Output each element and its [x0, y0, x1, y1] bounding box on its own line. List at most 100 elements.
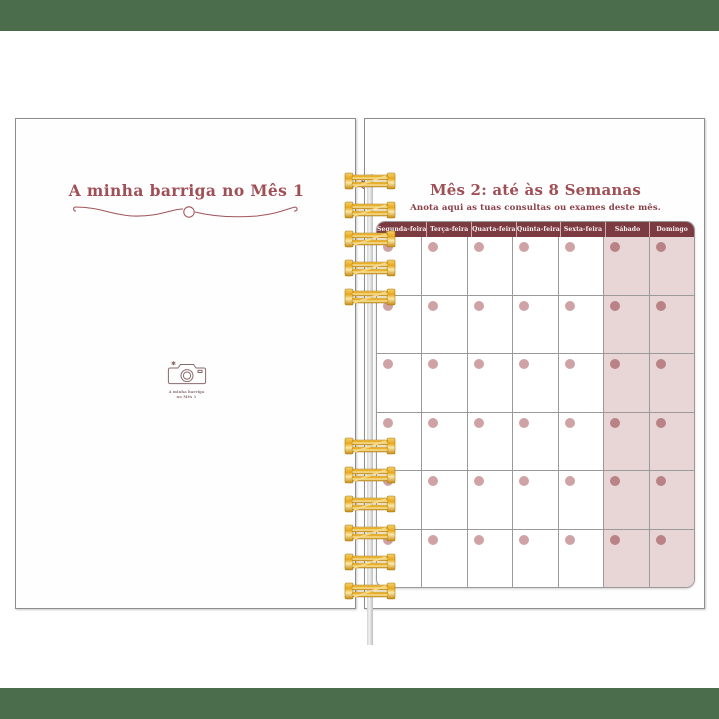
spiral-ring-icon — [344, 523, 396, 543]
calendar-body — [377, 237, 694, 587]
spiral-ring-icon — [344, 287, 396, 307]
calendar-cell[interactable] — [649, 471, 694, 529]
calendar-cell[interactable] — [513, 237, 559, 295]
calendar-cell[interactable] — [422, 354, 468, 412]
calendar-cell-dot-icon — [610, 417, 621, 428]
spiral-ring-icon — [344, 200, 396, 220]
calendar-cell-dot-icon — [428, 417, 439, 428]
calendar-header-2: Terça-feira — [427, 222, 473, 237]
calendar-cell[interactable] — [422, 529, 468, 587]
calendar-cell-dot-icon — [519, 534, 530, 545]
calendar-cell-dot-icon — [519, 417, 530, 428]
calendar-cell-dot-icon — [519, 300, 530, 311]
calendar-cell-dot-icon — [655, 242, 666, 252]
calendar-cell-dot-icon — [610, 476, 621, 486]
calendar-cell-dot-icon — [428, 300, 439, 311]
calendar-header-1: Segunda-feira — [377, 222, 428, 237]
calendar-cell-dot-icon — [564, 476, 575, 486]
calendar-cell[interactable] — [513, 354, 559, 412]
calendar-cell[interactable] — [467, 295, 514, 353]
calendar-grid: Segunda-feira Terça-feira Quarta-feira Quin… — [376, 221, 695, 588]
calendar-cell-dot-icon — [519, 242, 530, 252]
calendar-cell[interactable] — [604, 295, 650, 353]
calendar-cell[interactable] — [467, 412, 514, 470]
calendar-cell[interactable] — [377, 354, 423, 412]
right-page: Mês 2: até às 8 Semanas Anota aqui as tu… — [364, 118, 705, 609]
calendar-cell-dot-icon — [383, 359, 393, 369]
top-green-band — [0, 0, 719, 31]
calendar-cell[interactable] — [422, 295, 468, 353]
calendar-cell[interactable] — [558, 295, 605, 353]
calendar-cell[interactable] — [558, 237, 605, 295]
binding-spine — [367, 174, 373, 645]
calendar-cell-dot-icon — [655, 476, 666, 486]
calendar-cell[interactable] — [649, 529, 694, 587]
calendar-cell-dot-icon — [655, 534, 666, 545]
calendar-header-3: Quarta-feira — [472, 222, 517, 237]
photo-caption-line2: no Mês 1 — [176, 395, 197, 400]
photo-placeholder[interactable]: A minha barriga no Mês 1 — [16, 359, 357, 400]
calendar-cell-dot-icon — [383, 300, 393, 311]
calendar-cell-dot-icon — [473, 476, 484, 486]
calendar-cell[interactable] — [604, 412, 650, 470]
calendar-cell[interactable] — [558, 354, 605, 412]
calendar-header-4: Quinta-feira — [517, 222, 562, 237]
calendar-cell-dot-icon — [610, 300, 621, 311]
calendar-cell-dot-icon — [473, 534, 484, 545]
calendar-cell-dot-icon — [383, 417, 393, 428]
calendar-header-6: Sábado — [606, 222, 651, 237]
spiral-ring-icon — [344, 581, 396, 601]
calendar-cell[interactable] — [422, 471, 468, 529]
bottom-green-band — [0, 688, 719, 719]
calendar-cell[interactable] — [467, 471, 514, 529]
calendar-cell-dot-icon — [564, 300, 575, 311]
left-page-title: A minha barriga no Mês 1 — [68, 181, 305, 200]
photo-caption: A minha barriga no Mês 1 — [16, 390, 357, 400]
calendar-row — [377, 471, 694, 530]
calendar-cell-dot-icon — [564, 534, 575, 545]
calendar-cell[interactable] — [422, 412, 468, 470]
calendar-cell[interactable] — [604, 529, 650, 587]
left-page-title-block: A minha barriga no Mês 1 — [16, 175, 380, 201]
calendar-row — [377, 237, 694, 296]
calendar-cell-dot-icon — [473, 359, 484, 369]
calendar-cell[interactable] — [604, 354, 650, 412]
calendar-cell[interactable] — [649, 237, 694, 295]
calendar-cell[interactable] — [422, 237, 468, 295]
calendar-cell-dot-icon — [564, 242, 575, 252]
calendar-cell[interactable] — [513, 295, 559, 353]
calendar-cell[interactable] — [558, 412, 605, 470]
calendar-cell[interactable] — [649, 354, 694, 412]
calendar-cell[interactable] — [604, 237, 650, 295]
calendar-cell-dot-icon — [519, 476, 530, 486]
spiral-ring-icon — [344, 436, 396, 456]
calendar-cell[interactable] — [513, 412, 559, 470]
calendar-cell[interactable] — [513, 529, 559, 587]
calendar-cell-dot-icon — [428, 476, 439, 486]
calendar-cell[interactable] — [467, 237, 514, 295]
calendar-cell-dot-icon — [473, 300, 484, 311]
calendar-row — [377, 529, 694, 587]
calendar-cell-dot-icon — [473, 242, 484, 252]
calendar-cell[interactable] — [649, 295, 694, 353]
calendar-cell[interactable] — [558, 471, 605, 529]
calendar-cell-dot-icon — [564, 417, 575, 428]
photo-caption-line1: A minha barriga — [168, 390, 205, 394]
calendar-subtitle: Anota aqui as tuas consultas ou exames d… — [410, 203, 661, 213]
calendar-header-row: Segunda-feira Terça-feira Quarta-feira Quin… — [377, 222, 694, 237]
calendar-header-7: Domingo — [656, 226, 688, 233]
calendar-cell[interactable] — [467, 529, 514, 587]
swirl-flourish-icon — [72, 206, 298, 218]
calendar-cell-dot-icon — [428, 534, 439, 545]
calendar-cell[interactable] — [558, 529, 605, 587]
calendar-cell[interactable] — [513, 471, 559, 529]
calendar-cell[interactable] — [649, 412, 694, 470]
calendar-row — [377, 295, 694, 354]
calendar-cell[interactable] — [377, 295, 423, 353]
spiral-ring-icon — [344, 465, 396, 485]
calendar-cell[interactable] — [604, 471, 650, 529]
calendar-cell[interactable] — [467, 354, 514, 412]
left-page: A minha barriga no Mês 1 — [15, 118, 380, 609]
calendar-cell-dot-icon — [610, 242, 621, 252]
calendar-cell-dot-icon — [564, 359, 575, 369]
